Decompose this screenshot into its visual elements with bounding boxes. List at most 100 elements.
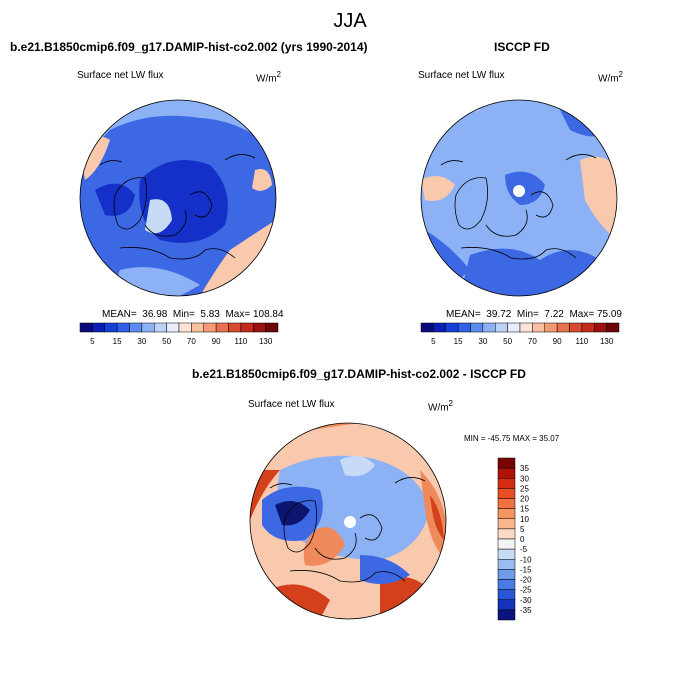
model-colorbar-label: 50 (162, 337, 171, 346)
model-colorbar-box (191, 322, 204, 333)
difference-colorbar-label: 15 (520, 505, 529, 514)
difference-colorbar-box (497, 579, 516, 590)
isccp-colorbar: 5 15 30 50 70 90 110 130 (420, 322, 620, 346)
difference-colorbar-box (497, 538, 516, 550)
model-colorbar-box (129, 322, 143, 333)
model-colorbar-box (228, 322, 242, 333)
difference-colorbar-box (497, 559, 516, 570)
difference-colorbar-box (497, 528, 516, 540)
panel3-header: b.e21.B1850cmip6.f09_g17.DAMIP-hist-co2.… (192, 367, 526, 381)
difference-colorbar-box (497, 548, 516, 560)
difference-colorbar-box (497, 467, 516, 479)
isccp-colorbar-box (470, 322, 484, 333)
model-colorbar-box (215, 322, 229, 333)
difference-colorbar-label: -15 (520, 565, 532, 574)
model-colorbar-box (79, 322, 93, 333)
model-colorbar-label: 110 (234, 337, 247, 346)
isccp-colorbar-label: 50 (503, 337, 512, 346)
difference-colorbar-label: 0 (520, 535, 525, 544)
model-colorbar: 5 15 30 50 70 90 110 130 (79, 322, 279, 346)
panel1-variable-label: Surface net LW flux (77, 70, 164, 81)
model-colorbar-box (116, 322, 130, 333)
difference-colorbar-label: 5 (520, 525, 525, 534)
model-colorbar-label: 5 (90, 337, 95, 346)
difference-colorbar-label: 30 (520, 474, 529, 483)
isccp-colorbar-label: 30 (478, 337, 487, 346)
difference-coastlines (269, 477, 426, 583)
isccp-coastlines (440, 154, 597, 260)
panel3-units: W/m2 (428, 399, 453, 414)
isccp-colorbar-box (556, 322, 570, 333)
isccp-colorbar-box (544, 322, 558, 333)
difference-colorbar-label: -30 (520, 596, 532, 605)
difference-colorbar-label: -5 (520, 545, 528, 554)
difference-colorbar-box (497, 518, 516, 530)
model-colorbar-box (104, 322, 118, 333)
panel2-header: ISCCP FD (494, 40, 550, 54)
difference-colorbar-label: 10 (520, 515, 529, 524)
difference-colorbar-label: -25 (520, 586, 532, 595)
model-polar-map (80, 100, 276, 296)
difference-colorbar-box (497, 609, 516, 621)
difference-colorbar-box (497, 478, 516, 489)
difference-colorbar-box (497, 569, 516, 580)
panel3-variable-label: Surface net LW flux (248, 399, 335, 410)
isccp-colorbar-box (457, 322, 471, 333)
model-colorbar-label: 30 (137, 337, 146, 346)
isccp-colorbar-box (433, 322, 446, 333)
isccp-colorbar-box (420, 322, 434, 333)
difference-colorbar-box (497, 457, 516, 469)
isccp-colorbar-box (445, 322, 459, 333)
isccp-colorbar-box (581, 322, 595, 333)
difference-colorbar-label: -20 (520, 576, 532, 585)
difference-colorbar-box (497, 498, 516, 509)
isccp-colorbar-box (532, 322, 545, 333)
model-colorbar-box (92, 322, 105, 333)
panel2-units: W/m2 (598, 70, 623, 85)
model-colorbar-box (141, 322, 155, 333)
panel1-units: W/m2 (256, 70, 281, 85)
isccp-colorbar-box (519, 322, 533, 333)
model-colorbar-box (154, 322, 167, 333)
panel3-stats: MIN = -45.75 MAX = 35.07 (464, 434, 560, 443)
difference-colorbar-label: 20 (520, 495, 529, 504)
isccp-colorbar-label: 110 (575, 337, 588, 346)
figure-title: JJA (333, 10, 367, 32)
model-colorbar-box (203, 322, 217, 333)
panel2-stats: MEAN= 39.72 Min= 7.22 Max= 75.09 (446, 309, 622, 320)
isccp-colorbar-box (606, 322, 620, 333)
difference-colorbar-label: 35 (520, 464, 529, 473)
model-colorbar-label: 15 (113, 337, 122, 346)
isccp-colorbar-box (482, 322, 496, 333)
isccp-colorbar-box (569, 322, 583, 333)
difference-colorbar-box (497, 488, 516, 499)
panel1-header: b.e21.B1850cmip6.f09_g17.DAMIP-hist-co2.… (10, 40, 368, 54)
isccp-colorbar-box (495, 322, 508, 333)
isccp-colorbar-label: 5 (431, 337, 436, 346)
difference-colorbar-box (497, 599, 516, 611)
model-colorbar-box (166, 322, 180, 333)
model-colorbar-label: 130 (259, 337, 273, 346)
difference-colorbar-label: -35 (520, 606, 532, 615)
model-colorbar-label: 90 (212, 337, 221, 346)
isccp-colorbar-label: 70 (528, 337, 537, 346)
isccp-colorbar-label: 90 (553, 337, 562, 346)
difference-colorbar-label: 25 (520, 484, 529, 493)
model-colorbar-box (178, 322, 192, 333)
isccp-colorbar-box (594, 322, 607, 333)
isccp-colorbar-label: 15 (454, 337, 463, 346)
panel1-stats: MEAN= 36.98 Min= 5.83 Max= 108.84 (102, 309, 284, 320)
model-colorbar-box (253, 322, 266, 333)
isccp-colorbar-box (507, 322, 521, 333)
model-colorbar-box (265, 322, 279, 333)
model-colorbar-label: 70 (187, 337, 196, 346)
model-coastlines (99, 154, 256, 260)
isccp-colorbar-label: 130 (600, 337, 614, 346)
difference-colorbar-label: -10 (520, 555, 532, 564)
isccp-polar-map (421, 100, 617, 296)
difference-colorbar-box (497, 589, 516, 600)
difference-colorbar-box (497, 508, 516, 519)
model-colorbar-box (240, 322, 254, 333)
